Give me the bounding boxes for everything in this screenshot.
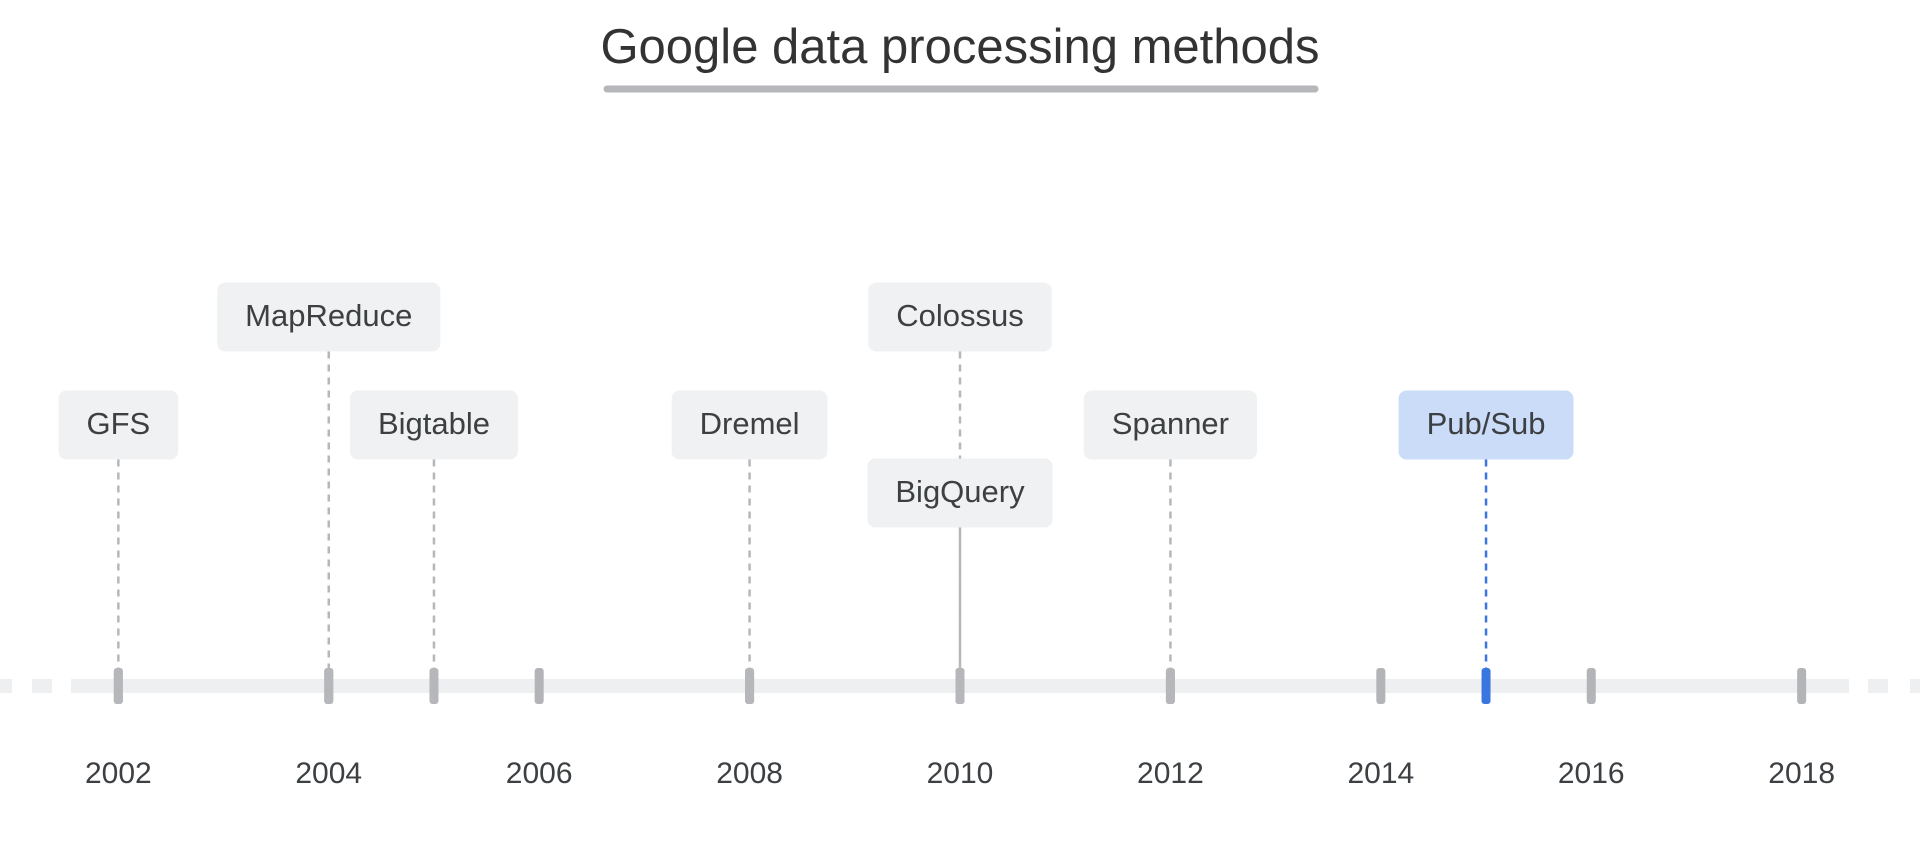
event-tick	[113, 668, 123, 704]
event-tick	[324, 668, 334, 704]
axis-dash	[1910, 679, 1920, 693]
tick-mark	[534, 668, 544, 704]
tick-mark	[1376, 668, 1386, 704]
event-label: BigQuery	[895, 474, 1025, 509]
x-tick-label: 2004	[295, 757, 362, 790]
event-box	[58, 390, 179, 460]
x-tick-label: 2006	[506, 757, 573, 790]
event-label: Dremel	[700, 406, 800, 441]
x-tick-label: 2016	[1558, 757, 1625, 790]
x-tick-label: 2012	[1137, 757, 1204, 790]
chart-title: Google data processing methods	[600, 20, 1319, 74]
x-tick-label: 2010	[927, 757, 994, 790]
axis-dash	[0, 679, 12, 693]
event-tick	[745, 668, 755, 704]
event-box	[217, 282, 441, 352]
event-box	[867, 458, 1053, 528]
axis-extension-left	[0, 679, 52, 693]
x-tick-label: 2002	[85, 757, 152, 790]
event-tick	[1165, 668, 1175, 704]
tick-mark	[1586, 668, 1596, 704]
event-tick	[429, 668, 439, 704]
axis-dash	[1868, 679, 1888, 693]
event-box	[1083, 390, 1258, 460]
axis-dash	[32, 679, 52, 693]
event-label: Bigtable	[378, 406, 490, 441]
x-tick-label: 2018	[1768, 757, 1835, 790]
event-box	[349, 390, 518, 460]
event-label: MapReduce	[245, 298, 412, 333]
event-tick	[955, 668, 965, 704]
event-label: Colossus	[896, 298, 1024, 333]
axis-extension-right	[1868, 679, 1920, 693]
x-tick-label: 2008	[716, 757, 783, 790]
x-tick-label: 2014	[1347, 757, 1414, 790]
event-tick	[1481, 668, 1491, 704]
event-label: Spanner	[1112, 406, 1229, 441]
event-box	[671, 390, 828, 460]
event-label: Pub/Sub	[1427, 406, 1546, 441]
event-box	[868, 282, 1052, 352]
tick-mark	[1797, 668, 1807, 704]
event-box	[1398, 390, 1574, 460]
event-label: GFS	[86, 406, 150, 441]
